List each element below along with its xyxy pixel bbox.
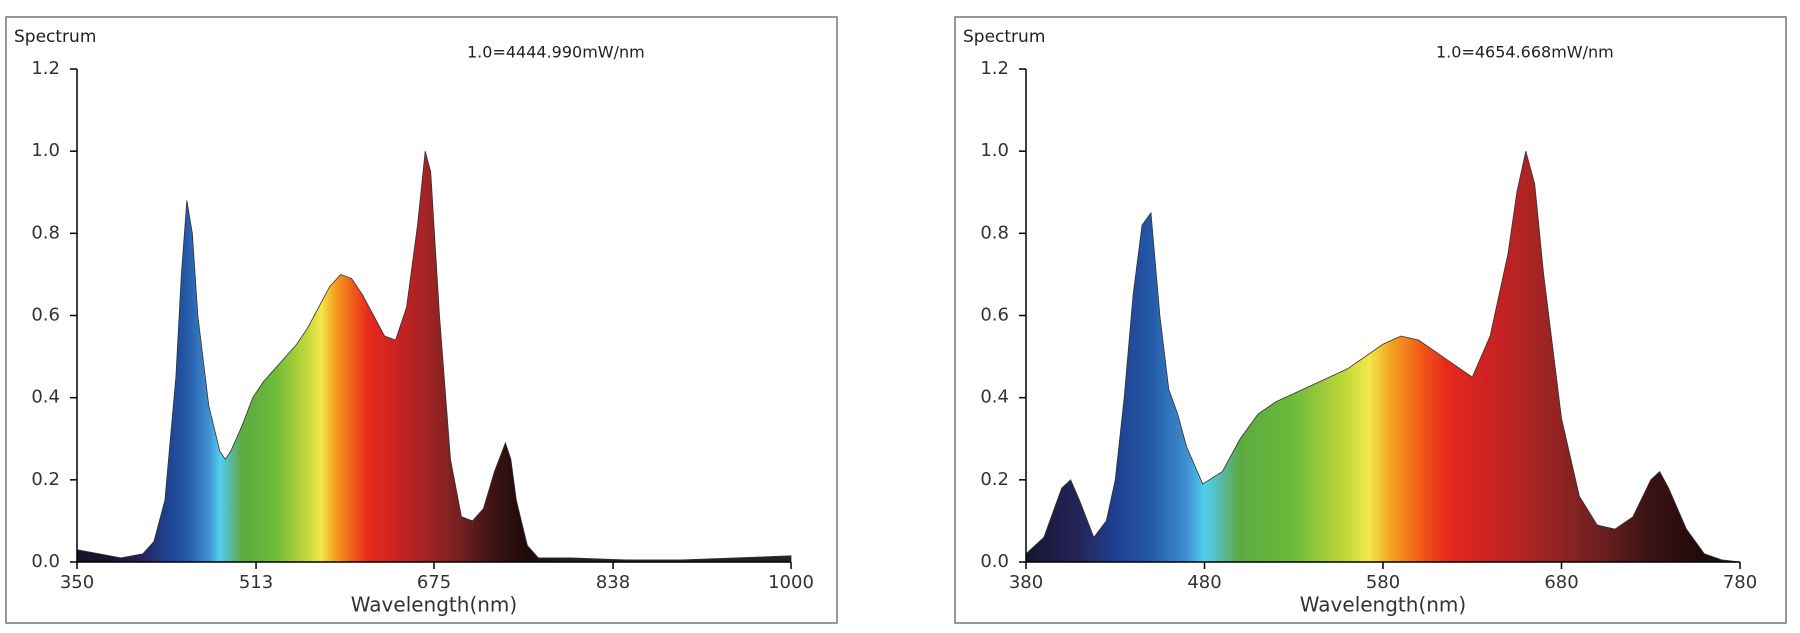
x-tick-label: 680	[1544, 572, 1578, 593]
x-tick-label: 513	[239, 572, 273, 593]
panel-border	[5, 16, 838, 624]
x-tick-label: 838	[596, 572, 630, 593]
y-tick-label: 0.2	[980, 469, 1009, 490]
y-tick-label: 0.4	[31, 387, 60, 408]
x-tick-label: 780	[1723, 572, 1757, 593]
spectrum-area	[1025, 151, 1741, 563]
y-tick-label: 1.2	[980, 58, 1009, 79]
y-tick-label: 0.2	[31, 469, 60, 490]
annotation: 1.0=4654.668mW/nm	[1436, 43, 1614, 62]
x-axis-label: Wavelength(nm)	[351, 593, 517, 617]
y-tick-label: 0.0	[31, 551, 60, 572]
y-tick-label: 0.8	[980, 222, 1009, 243]
x-tick-label: 675	[417, 572, 451, 593]
y-tick-label: 0.8	[31, 222, 60, 243]
x-tick-label: 1000	[768, 572, 814, 593]
x-tick-label: 480	[1187, 572, 1221, 593]
chart-panel: 0.0 0.2 0.4 0.6 0.8 1.0 1.2 350 513 675 838 1000 Spe…	[5, 16, 838, 624]
annotation: 1.0=4444.990mW/nm	[467, 43, 645, 62]
chart-title: Spectrum	[963, 27, 1045, 47]
x-tick-label: 350	[60, 572, 94, 593]
x-tick-label: 580	[1366, 572, 1400, 593]
y-tick-label: 0.6	[980, 305, 1009, 326]
y-tick-label: 0.4	[980, 387, 1009, 408]
y-tick-label: 1.2	[31, 58, 60, 79]
chart-panel: 0.0 0.2 0.4 0.6 0.8 1.0 1.2 380 480 580 680 780 Spec…	[954, 16, 1787, 624]
spectrum-area	[76, 151, 792, 563]
y-tick-label: 1.0	[980, 140, 1009, 161]
y-tick-label: 0.6	[31, 305, 60, 326]
y-tick-label: 0.0	[980, 551, 1009, 572]
panel-border	[954, 16, 1787, 624]
x-axis-label: Wavelength(nm)	[1300, 593, 1466, 617]
y-tick-label: 1.0	[31, 140, 60, 161]
chart-title: Spectrum	[14, 27, 96, 47]
x-tick-label: 380	[1009, 572, 1043, 593]
